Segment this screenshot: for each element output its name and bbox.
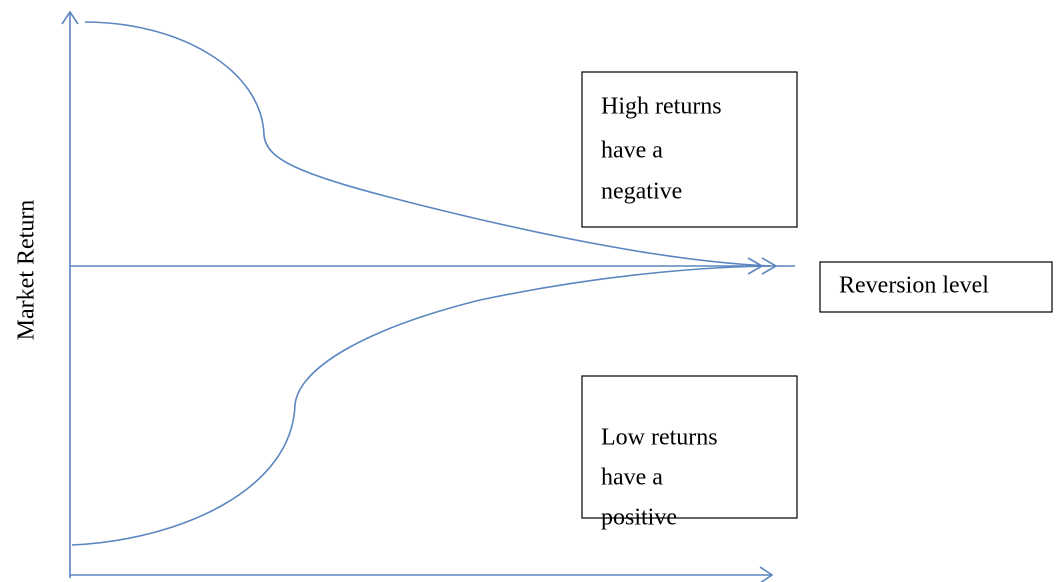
reversion-arrow (761, 257, 778, 275)
low-return-curve (71, 265, 771, 546)
box-text: have a (601, 138, 663, 164)
box-text: High returns (601, 94, 722, 120)
high-return-curve (84, 21, 771, 267)
box-text: positive (601, 505, 677, 531)
reversion-box (819, 261, 1053, 313)
high-returns-box (581, 71, 798, 228)
y-axis-arrow (61, 10, 79, 25)
low-returns-box (581, 375, 798, 519)
reversion-text: Reversion level (839, 273, 989, 299)
box-text: Low returns (601, 425, 718, 451)
box-text: have a (601, 465, 663, 491)
y-axis-label: Market Return (14, 200, 40, 341)
box-text: negative (601, 179, 682, 205)
x-axis-arrow (759, 566, 774, 582)
